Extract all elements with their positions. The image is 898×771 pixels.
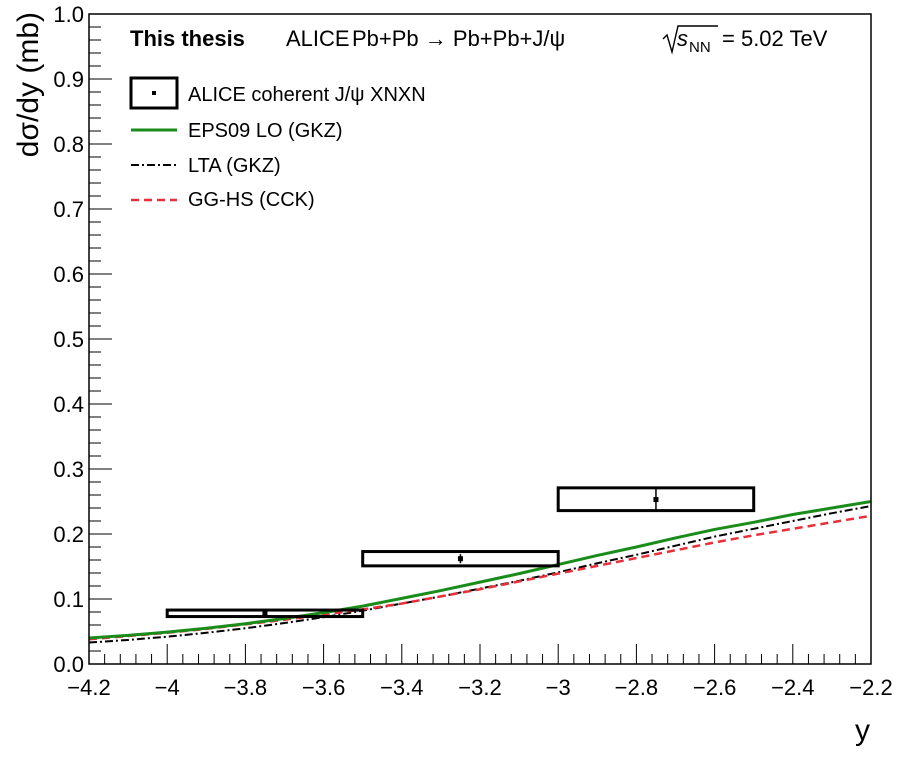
axis-ticks <box>88 13 872 665</box>
y-tick-label: 0.1 <box>53 587 84 612</box>
legend-label-eps09: EPS09 LO (GKZ) <box>188 120 343 142</box>
x-tick-label: −2.4 <box>771 675 814 700</box>
point-marker <box>653 497 659 503</box>
x-tick-label: −4 <box>155 675 180 700</box>
x-tick-label: −4.2 <box>67 675 110 700</box>
header-process: Pb+Pb → Pb+Pb+J/ψ <box>352 26 565 51</box>
x-tick-label: −2.8 <box>615 675 658 700</box>
x-tick-label: −3.6 <box>302 675 345 700</box>
x-axis-title: y <box>855 714 870 747</box>
x-tick-label: −3.8 <box>224 675 267 700</box>
data-point <box>361 550 560 568</box>
x-tick-label: −2.6 <box>693 675 736 700</box>
legend: ALICE coherent J/ψ XNXN EPS09 LO (GKZ) L… <box>129 76 426 211</box>
x-tick-label: −3 <box>546 675 571 700</box>
systematic-box <box>361 550 560 568</box>
model-curves <box>88 500 872 644</box>
legend-label-data: ALICE coherent J/ψ XNXN <box>188 84 426 106</box>
data-point <box>556 486 756 513</box>
data-points <box>165 486 756 619</box>
data-point <box>165 608 365 619</box>
legend-label-gghs: GG-HS (CCK) <box>188 189 315 211</box>
legend-entry-data: ALICE coherent J/ψ XNXN <box>129 76 426 110</box>
y-tick-label: 1.0 <box>53 2 84 27</box>
legend-label-lta: LTA (GKZ) <box>188 155 281 177</box>
y-tick-label: 0.3 <box>53 457 84 482</box>
y-tick-label: 0.0 <box>53 652 84 677</box>
point-marker <box>262 610 268 616</box>
y-tick-label: 0.2 <box>53 522 84 547</box>
legend-entry-lta: LTA (GKZ) <box>131 155 281 177</box>
y-tick-label: 0.6 <box>53 262 84 287</box>
header-energy-subscript: NN <box>689 39 711 56</box>
point-marker <box>457 556 463 562</box>
y-tick-label: 0.5 <box>53 327 84 352</box>
x-tick-label: −2.2 <box>849 675 892 700</box>
x-tick-label: −3.2 <box>458 675 501 700</box>
header-experiment: ALICE <box>286 26 350 51</box>
chart-header: This thesis ALICE Pb+Pb → Pb+Pb+J/ψ s NN… <box>130 25 828 56</box>
header-energy-symbol: s <box>677 26 688 51</box>
legend-entry-eps09: EPS09 LO (GKZ) <box>131 120 343 142</box>
y-tick-label: 0.7 <box>53 197 84 222</box>
legend-box-icon <box>129 76 179 110</box>
legend-marker-icon <box>152 91 156 95</box>
tick-labels: −4.2 −4 −3.8 −3.6 −3.4 −3.2 −3 −2.8 −2.6 −2.4 −2.2… <box>53 2 892 700</box>
y-tick-label: 0.8 <box>53 132 84 157</box>
plot-frame <box>88 13 872 665</box>
legend-entry-gghs: GG-HS (CCK) <box>131 189 315 211</box>
curve-eps09-lo-gkz <box>88 500 872 640</box>
sqrt-icon <box>662 25 718 55</box>
header-bold-label: This thesis <box>130 26 245 51</box>
y-tick-label: 0.9 <box>53 67 84 92</box>
x-tick-label: −3.4 <box>380 675 423 700</box>
y-axis-title: dσ/dy (mb) <box>12 12 45 157</box>
y-tick-label: 0.4 <box>53 392 84 417</box>
header-energy-value: = 5.02 TeV <box>722 26 828 51</box>
